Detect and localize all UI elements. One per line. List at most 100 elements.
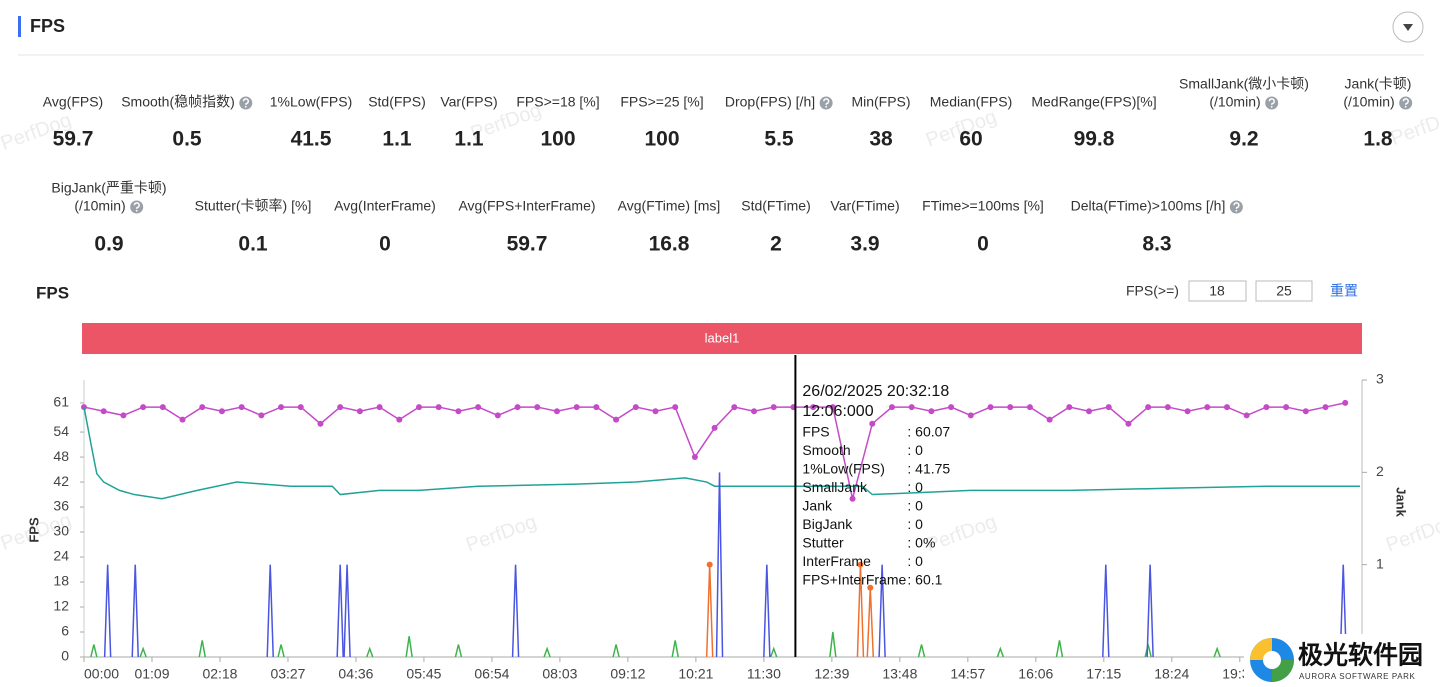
y2-tick-label: 1 [1376,555,1384,571]
spike-marker [706,561,713,568]
spike-marker [867,584,874,591]
help-dot [1235,209,1238,212]
reset-link[interactable]: 重置 [1330,283,1358,299]
spike [612,644,620,658]
point [120,412,127,419]
point [494,412,501,419]
help-dot [825,105,828,108]
stat-value: 99.8 [1074,128,1115,151]
collapse-button[interactable] [1392,11,1424,43]
x-tick-label: 09:12 [610,666,645,682]
point [140,404,147,411]
spike [277,644,285,658]
point [1302,408,1309,415]
point [1283,404,1290,411]
x-tick-label: 06:54 [474,666,509,682]
threshold-input[interactable] [1255,280,1313,302]
x-tick-label: 01:09 [134,666,169,682]
x-tick-label: 04:36 [338,666,373,682]
stat-label: 1%Low(FPS) [270,94,352,110]
x-tick-label: 02:18 [202,666,237,682]
y-axis-label: FPS [26,517,41,543]
y-tick-label: 54 [53,423,69,439]
spike [90,644,98,658]
point [1026,404,1033,411]
title-accent [18,16,21,37]
spike [543,646,551,658]
point [297,404,304,411]
point [1243,412,1250,419]
help-icon[interactable] [819,96,833,110]
stat-label: Delta(FTime)>100ms [/h] [1071,198,1226,214]
y-tick-label: 24 [53,548,69,564]
logo-name: 极光软件园 [1298,642,1423,670]
point [987,404,994,411]
spike [103,564,112,658]
point [1125,420,1132,427]
help-icon[interactable] [130,200,144,214]
point [1342,399,1349,406]
spike [1055,640,1064,658]
tooltip-date: 26/02/2025 20:32:18 [802,383,949,400]
tooltip-label: Smooth [802,442,850,458]
stat-value: 41.5 [291,128,332,151]
stat-value: 0 [379,233,391,256]
point [159,404,166,411]
point [652,408,659,415]
spike [770,646,778,658]
point [711,424,718,431]
tooltip-label: Jank [802,498,833,514]
help-icon[interactable] [1229,200,1243,214]
point [1263,404,1270,411]
stat-label: Avg(FPS+InterFrame) [458,198,595,214]
point [829,404,836,411]
point [731,404,738,411]
tooltip-label: SmallJank [802,479,868,495]
point [1105,404,1112,411]
stat-label: Stutter(卡顿率) [%] [195,198,312,214]
y-tick-label: 48 [53,448,69,464]
point [869,420,876,427]
tooltip-value: : 0 [907,516,923,532]
stat-value: 0.1 [238,233,268,256]
stat-label: Std(FPS) [368,94,426,110]
point [1066,404,1073,411]
stat-value: 59.7 [53,128,94,151]
spike [336,564,344,658]
stat-value: 1.1 [454,128,484,151]
threshold-value[interactable]: 18 [1209,283,1225,299]
stat-value: 1.1 [382,128,412,151]
help-icon[interactable] [1399,96,1413,110]
y-tick-label: 61 [53,394,69,410]
threshold-label: FPS(>=) [1126,283,1179,299]
tooltip-value: : 0 [907,479,923,495]
threshold-input[interactable] [1188,280,1247,302]
point [1007,404,1014,411]
spike [1146,564,1154,658]
help-dot [244,105,247,108]
spike [763,564,771,658]
point [337,404,344,411]
point [218,408,225,415]
label-band[interactable] [82,323,1362,354]
point [553,408,560,415]
help-dot [1404,105,1407,108]
y2-tick-label: 2 [1376,463,1384,479]
stat-label: (/10min) [1343,94,1394,110]
point [593,404,600,411]
y-tick-label: 0 [61,648,69,664]
point [1223,404,1230,411]
point [396,416,403,423]
help-icon[interactable] [1265,96,1279,110]
spike [996,646,1005,658]
point [1184,408,1191,415]
help-icon[interactable] [239,96,253,110]
stat-label: Var(FPS) [440,94,497,110]
stat-label: (/10min) [74,198,125,214]
x-tick-label: 13:48 [882,666,917,682]
y-tick-label: 42 [53,473,69,489]
x-tick-label: 14:57 [950,666,985,682]
threshold-value[interactable]: 25 [1276,283,1292,299]
stats: Avg(FPS) 59.7 Smooth(稳帧指数) 0.5 1%Low(FPS) 41.… [43,76,1413,256]
